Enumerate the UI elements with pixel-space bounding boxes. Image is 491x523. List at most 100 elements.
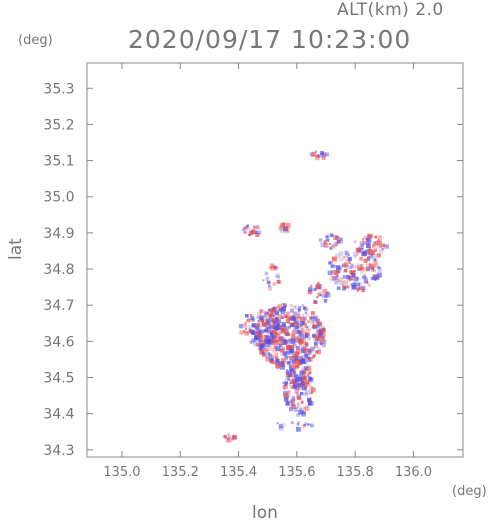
echo-cell: [268, 323, 271, 326]
echo-cell: [322, 152, 327, 157]
echo-cell: [355, 263, 360, 268]
echo-cell: [371, 251, 375, 255]
echo-cell: [292, 347, 295, 350]
echo-cell: [296, 402, 300, 405]
echo-cell: [304, 353, 308, 358]
echo-cell: [377, 267, 382, 272]
echo-cell: [369, 248, 372, 251]
echo-cell: [270, 309, 275, 315]
echo-cell: [320, 152, 325, 158]
echo-cell: [350, 283, 353, 286]
echo-cell: [287, 339, 292, 344]
echo-cell: [250, 230, 254, 234]
echo-cell: [290, 421, 294, 425]
echo-cell: [287, 338, 291, 342]
echo-cell: [375, 276, 379, 280]
echo-cell: [261, 337, 264, 341]
echo-cell: [277, 276, 281, 279]
echo-cell: [290, 323, 294, 327]
echo-cell: [376, 244, 381, 249]
echo-cell: [254, 325, 259, 330]
echo-cell: [279, 336, 284, 341]
echo-cell: [281, 316, 284, 319]
echo-cell: [304, 379, 310, 384]
echo-cell: [356, 289, 359, 292]
echo-cell: [260, 329, 265, 334]
echo-cell: [297, 316, 302, 321]
echo-cell: [377, 240, 382, 246]
echo-cell: [272, 336, 277, 341]
echo-cell: [371, 276, 376, 281]
echo-cell: [368, 249, 374, 255]
echo-cell: [301, 354, 304, 358]
echo-cell: [288, 390, 291, 394]
echo-cell: [284, 356, 289, 360]
echo-cell: [268, 308, 271, 312]
echo-cell: [289, 399, 293, 403]
echo-cell: [289, 303, 293, 307]
echo-cell: [269, 332, 272, 335]
echo-cell: [309, 284, 313, 288]
y-tick-label: 34.5: [43, 370, 74, 386]
echo-cell: [294, 352, 300, 357]
echo-cell: [347, 256, 352, 261]
echo-cell: [285, 381, 288, 385]
echo-cell: [371, 266, 375, 271]
echo-cell: [297, 316, 300, 319]
echo-cell: [284, 227, 289, 231]
echo-cell: [355, 248, 360, 253]
echo-cell: [259, 344, 263, 347]
echo-cell: [365, 249, 371, 255]
echo-cell: [276, 314, 282, 320]
echo-cell: [274, 352, 278, 357]
echo-cell: [307, 382, 311, 386]
echo-cell: [308, 356, 314, 362]
echo-cell: [301, 412, 306, 417]
echo-cell: [323, 294, 326, 298]
echo-cell: [334, 280, 339, 285]
y-tick-label: 34.9: [43, 226, 74, 242]
echo-cell: [270, 333, 274, 337]
echo-cell: [293, 328, 298, 334]
echo-cell: [267, 330, 271, 334]
echo-cell: [320, 340, 323, 343]
echo-cell: [318, 238, 323, 242]
echo-cell: [274, 356, 277, 359]
echo-cell: [239, 330, 244, 335]
echo-cell: [323, 299, 328, 303]
echo-cell: [255, 232, 260, 237]
echo-cell: [362, 253, 366, 258]
echo-cell: [315, 318, 321, 324]
echo-cell: [309, 423, 312, 426]
echo-cell: [289, 379, 295, 385]
echo-cell: [302, 346, 307, 351]
echo-cell: [299, 347, 305, 353]
echo-cell: [297, 333, 302, 338]
echo-cell: [272, 336, 276, 340]
echo-cell: [267, 320, 273, 326]
echo-cell: [322, 151, 325, 154]
echo-cell: [310, 319, 315, 324]
echo-cell: [332, 256, 337, 262]
echo-cell: [286, 332, 291, 337]
echo-cell: [272, 334, 277, 339]
echo-cell: [298, 333, 301, 336]
echo-cell: [366, 267, 371, 272]
echo-cell: [304, 372, 310, 378]
y-tick-label: 35.1: [43, 154, 74, 170]
echo-cell: [351, 282, 356, 288]
echo-cell: [299, 334, 305, 340]
echo-cell: [311, 355, 315, 359]
echo-cell: [290, 331, 294, 335]
echo-cell: [317, 283, 320, 286]
echo-cell: [289, 382, 292, 384]
echo-cell: [343, 280, 348, 285]
echo-cell: [222, 434, 226, 438]
echo-cell: [271, 324, 276, 329]
echo-cell: [342, 275, 347, 279]
echo-cell: [283, 339, 287, 343]
echo-cell: [306, 365, 312, 371]
echo-cell: [275, 364, 281, 369]
echo-cell: [333, 270, 339, 276]
echo-cell: [296, 423, 300, 426]
